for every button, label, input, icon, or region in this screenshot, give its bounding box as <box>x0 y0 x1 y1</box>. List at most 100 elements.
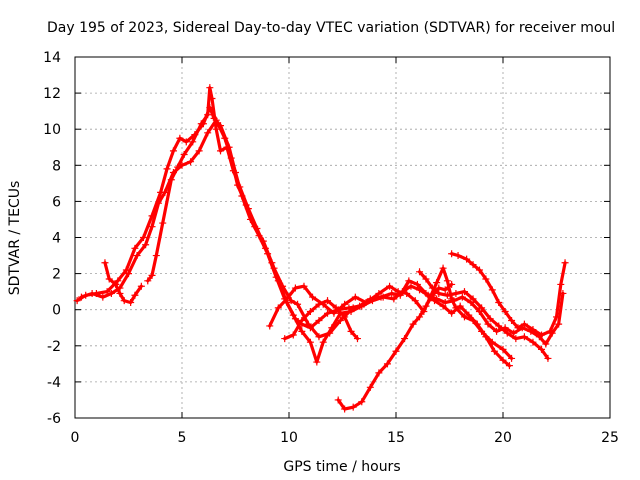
data-point <box>101 259 109 267</box>
data-point <box>289 331 297 339</box>
series-track-3 <box>101 259 145 306</box>
data-point <box>529 326 537 334</box>
data-point <box>116 289 124 297</box>
data-point <box>392 347 400 355</box>
data-point <box>478 304 486 312</box>
data-point <box>283 295 291 303</box>
data-point <box>458 293 466 301</box>
data-point <box>324 309 332 317</box>
data-point <box>439 302 447 310</box>
data-point <box>555 320 563 328</box>
data-point <box>460 313 468 321</box>
data-point <box>411 297 419 305</box>
data-point <box>443 277 451 285</box>
data-point <box>508 354 516 362</box>
data-point <box>304 320 312 328</box>
data-point <box>499 345 507 353</box>
data-point <box>351 293 359 301</box>
data-point <box>441 298 449 306</box>
data-point <box>416 313 424 321</box>
data-point <box>488 286 496 294</box>
data-point <box>409 320 417 328</box>
data-point <box>520 333 528 341</box>
data-point <box>319 338 327 346</box>
data-point <box>362 298 370 306</box>
data-point <box>452 304 460 312</box>
data-point <box>561 259 569 267</box>
data-point <box>125 270 132 278</box>
y-tick-label: 14 <box>43 50 61 66</box>
data-point <box>512 335 520 343</box>
data-point <box>315 300 323 308</box>
x-tick-label: 20 <box>494 430 512 446</box>
axis-ticks: 0 5 10 15 20 25 -6 -4 -2 0 2 4 6 8 10 12 14 <box>43 50 619 446</box>
data-point <box>152 252 160 260</box>
data-point <box>73 297 81 305</box>
grid <box>75 57 610 418</box>
y-axis-label: SDTVAR / TECUs <box>7 181 23 296</box>
data-point <box>206 84 214 92</box>
x-tick-label: 10 <box>280 430 298 446</box>
data-point <box>300 282 308 290</box>
data-point <box>195 147 203 155</box>
data-point <box>454 252 462 260</box>
data-point <box>306 338 314 346</box>
data-point <box>428 291 436 299</box>
data-point <box>266 322 274 330</box>
data-point <box>441 286 449 294</box>
data-point <box>553 313 560 321</box>
data-point <box>490 347 498 355</box>
data-point <box>221 134 229 142</box>
data-point <box>469 295 477 303</box>
data-point <box>131 244 139 252</box>
series-line <box>75 105 565 364</box>
data-point <box>332 304 340 312</box>
data-point <box>467 298 475 306</box>
x-axis-label: GPS time / hours <box>283 459 400 475</box>
data-point <box>330 309 338 317</box>
data-point <box>347 327 355 335</box>
data-point <box>133 252 141 260</box>
data-point <box>197 120 205 128</box>
data-point <box>443 291 451 299</box>
data-point <box>469 261 477 269</box>
series-line <box>268 266 514 360</box>
data-point <box>366 383 374 391</box>
data-point <box>349 403 357 411</box>
data-point <box>208 95 216 103</box>
data-point <box>375 369 383 377</box>
series-line <box>283 299 360 341</box>
data-point <box>131 291 139 299</box>
series-track-6 <box>281 297 361 343</box>
data-point <box>223 143 231 151</box>
data-point <box>456 302 464 310</box>
data-point <box>174 163 182 171</box>
chart-title: Day 195 of 2023, Sidereal Day-to-day VTE… <box>47 20 615 36</box>
data-point <box>383 360 391 368</box>
data-point <box>315 333 323 341</box>
data-point <box>279 282 287 290</box>
data-point <box>486 315 494 323</box>
data-point <box>390 295 398 303</box>
data-point <box>475 308 483 316</box>
data-series <box>73 84 569 413</box>
data-point <box>538 345 546 353</box>
series-track-9 <box>416 268 552 362</box>
data-point <box>291 315 299 323</box>
data-point <box>341 300 349 308</box>
y-tick-label: 8 <box>52 158 61 174</box>
series-line <box>450 252 567 337</box>
data-point <box>520 320 528 328</box>
data-point <box>137 282 145 290</box>
data-point <box>341 313 349 321</box>
data-point <box>448 280 456 288</box>
data-point <box>529 338 537 346</box>
data-point <box>394 288 402 296</box>
data-point <box>482 275 490 283</box>
data-point <box>386 282 394 290</box>
data-point <box>236 183 244 191</box>
data-point <box>460 288 468 296</box>
data-point <box>107 289 115 297</box>
data-point <box>448 250 456 258</box>
data-point <box>505 362 513 370</box>
